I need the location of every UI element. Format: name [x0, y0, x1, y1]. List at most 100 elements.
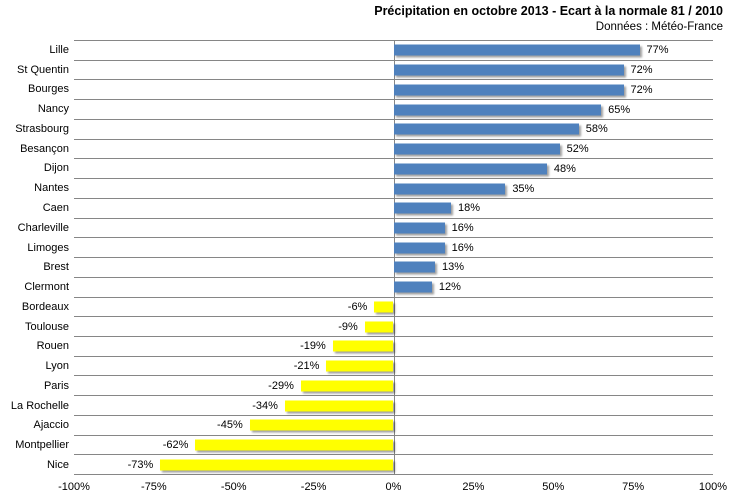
positive-bar: [393, 183, 506, 194]
category-label: Bordeaux: [21, 300, 69, 313]
chart-row: -19%: [74, 337, 713, 357]
bar-value-label: 18%: [458, 202, 481, 215]
negative-bar: [374, 301, 394, 313]
positive-bar: [393, 143, 560, 155]
negative-bar: [249, 419, 394, 431]
category-label: Strasbourg: [15, 122, 69, 135]
bar-value-label: -9%: [338, 320, 358, 333]
positive-bar: [393, 44, 640, 56]
x-axis-tick-label: -25%: [300, 481, 327, 493]
chart-row: 35%: [74, 179, 713, 199]
bar-value-label: -19%: [300, 340, 326, 353]
chart-row: -73%: [74, 455, 713, 476]
bar-value-label: 13%: [442, 261, 465, 274]
positive-bar: [393, 163, 547, 175]
category-axis-labels: Lille St Quentin Bourges Nancy Strasbourg Bes…: [0, 40, 69, 475]
category-label: Limoges: [27, 241, 69, 254]
chart-row: 52%: [74, 140, 713, 160]
negative-bar: [326, 360, 394, 372]
x-axis-tick-label: 100%: [698, 481, 728, 493]
bar-value-label: -45%: [217, 419, 243, 432]
positive-bar: [393, 281, 432, 293]
chart-row: 77%: [74, 41, 713, 61]
positive-bar: [393, 64, 624, 76]
x-axis-tick-label: -50%: [220, 481, 247, 493]
bar-value-label: 77%: [646, 44, 669, 57]
chart-row: -9%: [74, 317, 713, 338]
category-label: Rouen: [36, 340, 69, 353]
x-axis-tick-label: 25%: [462, 481, 485, 493]
chart-row: 18%: [74, 199, 713, 219]
positive-bar: [393, 202, 451, 214]
bar-value-label: 16%: [451, 241, 474, 254]
chart-row: 16%: [74, 219, 713, 239]
category-label: Lille: [49, 43, 69, 56]
category-label: Ajaccio: [33, 419, 69, 432]
bar-value-label: 16%: [451, 221, 474, 234]
bar-value-label: 52%: [566, 143, 589, 156]
chart-row: 48%: [74, 159, 713, 180]
bar-value-label: 65%: [608, 103, 631, 116]
chart-row: -45%: [74, 416, 713, 436]
category-label: Toulouse: [24, 320, 69, 333]
bar-value-label: -73%: [127, 458, 154, 471]
negative-bar: [364, 321, 394, 333]
bar-value-label: 72%: [630, 64, 653, 77]
x-axis-tick-label: 75%: [622, 481, 645, 493]
chart-row: 72%: [74, 80, 713, 101]
chart-subtitle: Données : Météo-France: [595, 20, 723, 33]
category-label: Bourges: [28, 83, 69, 96]
chart-row: 12%: [74, 278, 713, 298]
positive-bar: [393, 84, 624, 96]
category-label: Charleville: [17, 221, 69, 234]
bar-value-label: 35%: [512, 182, 535, 195]
bar-value-label: 48%: [553, 162, 576, 175]
bar-value-label: -21%: [293, 360, 320, 373]
category-label: Nantes: [34, 182, 69, 195]
positive-bar: [393, 222, 445, 234]
chart-title: Précipitation en octobre 2013 - Ecart à …: [374, 4, 723, 18]
bar-value-label: -29%: [268, 379, 294, 392]
category-label: Nancy: [37, 103, 69, 116]
bar-value-label: -34%: [252, 399, 278, 412]
category-label: Dijon: [43, 162, 69, 175]
positive-bar: [393, 242, 445, 254]
category-label: Montpellier: [15, 439, 69, 452]
category-label: Brest: [43, 261, 69, 274]
positive-bar: [393, 104, 602, 116]
chart-title-block: Précipitation en octobre 2013 - Ecart à …: [374, 4, 723, 34]
negative-bar: [284, 400, 394, 412]
category-label: La Rochelle: [10, 399, 69, 412]
category-label: Paris: [43, 379, 69, 392]
value-axis-labels: -100% -75% -50% -25% 0% 25% 50% 75% 100%: [58, 481, 727, 497]
category-label: Besançon: [20, 142, 69, 155]
chart-row: -34%: [74, 396, 713, 416]
negative-bar: [160, 459, 394, 471]
category-label: Lyon: [45, 360, 69, 373]
bar-value-label: -62%: [162, 439, 189, 452]
negative-bar: [300, 380, 394, 392]
chart-row: -6%: [74, 298, 713, 318]
chart-row: 58%: [74, 120, 713, 140]
category-label: St Quentin: [17, 63, 69, 76]
chart-row: 16%: [74, 238, 713, 259]
bar-value-label: -6%: [347, 300, 368, 313]
chart-row: -21%: [74, 357, 713, 377]
x-axis-tick-label: -75%: [141, 481, 167, 493]
bar-value-label: 58%: [585, 123, 608, 136]
plot-area: 77% 72% 72% 65% 58% 52% 48% 35% 18% 16% 16% 13% 12% -…: [74, 40, 713, 476]
category-label: Nice: [46, 458, 69, 471]
chart-row: 65%: [74, 100, 713, 120]
x-axis-tick-label: -100%: [58, 481, 90, 493]
category-label: Caen: [42, 202, 69, 214]
positive-bar: [393, 123, 579, 135]
x-axis-tick-label: 50%: [542, 481, 565, 493]
negative-bar: [332, 340, 394, 352]
chart-row: 13%: [74, 258, 713, 278]
negative-bar: [195, 439, 394, 451]
positive-bar: [393, 261, 436, 273]
x-axis-tick-label: 0%: [385, 481, 402, 493]
category-label: Clermont: [24, 281, 69, 294]
chart-row: 72%: [74, 61, 713, 81]
